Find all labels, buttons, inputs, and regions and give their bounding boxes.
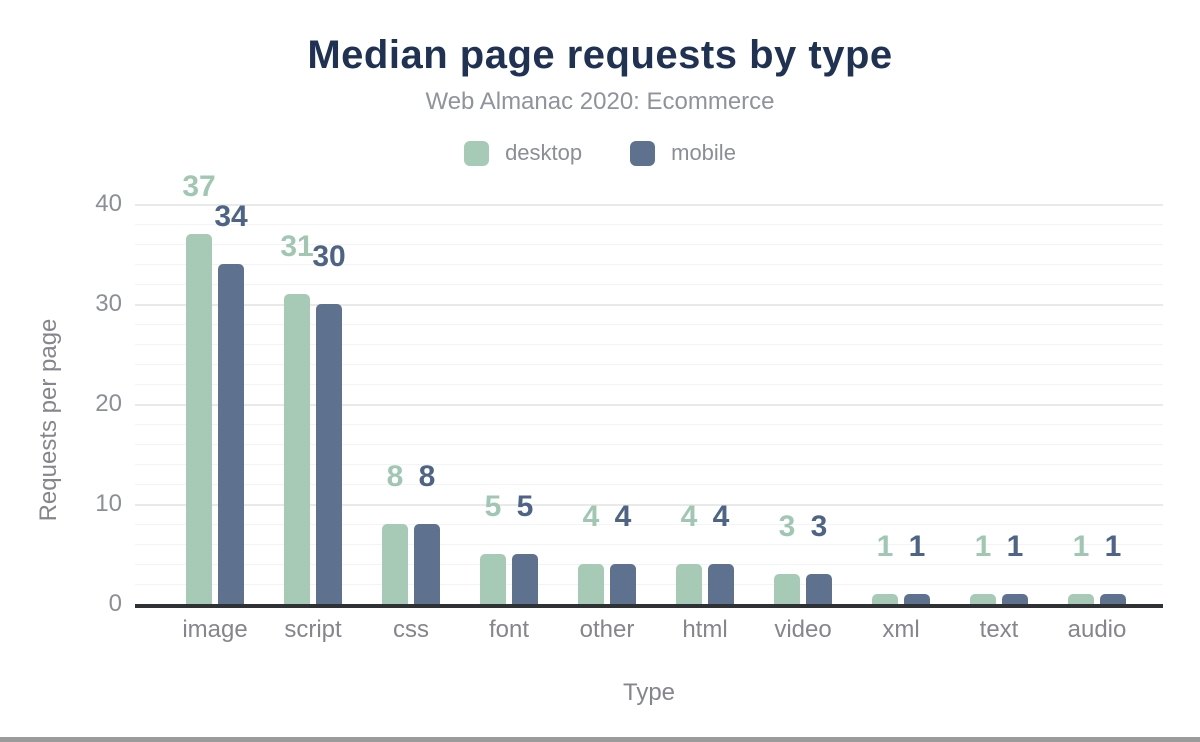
bar-mobile-css [414,524,440,604]
value-label-mobile-video: 3 [810,510,828,543]
x-tick-label-html: html [682,616,728,643]
gridline-minor [135,224,1163,225]
desktop-swatch-icon [464,140,490,166]
bar-desktop-image [186,234,212,604]
gridline-minor [135,344,1163,345]
gridline-minor [135,444,1163,445]
y-tick-label: 10 [95,490,122,517]
x-axis-line [135,604,1163,608]
x-tick-label-image: image [182,616,248,643]
value-label-desktop-script: 31 [280,230,314,263]
y-tick-label: 40 [95,190,122,217]
x-tick-label-text: text [979,616,1019,643]
value-label-mobile-script: 30 [312,240,346,273]
x-tick-label-other: other [579,616,635,643]
value-label-mobile-other: 4 [614,500,632,533]
gridline-major [135,404,1163,406]
value-label-desktop-video: 3 [778,510,796,543]
value-label-desktop-audio: 1 [1072,530,1090,563]
chart-subtitle: Web Almanac 2020: Ecommerce [425,88,775,115]
bar-mobile-video [806,574,832,604]
gridline-minor [135,324,1163,325]
bar-desktop-video [774,574,800,604]
y-tick-label: 0 [108,590,122,617]
bar-mobile-other [610,564,636,604]
gridline-minor [135,424,1163,425]
gridline-minor [135,524,1163,525]
value-label-desktop-css: 8 [386,460,404,493]
gridline-major [135,204,1163,206]
bar-mobile-html [708,564,734,604]
bar-mobile-audio [1100,594,1126,604]
value-label-mobile-css: 8 [418,460,436,493]
gridline-minor [135,264,1163,265]
value-label-mobile-font: 5 [516,490,534,523]
bar-desktop-text [970,594,996,604]
value-label-mobile-xml: 1 [908,530,926,563]
chart-title: Median page requests by type [307,33,893,77]
value-label-desktop-text: 1 [974,530,992,563]
x-tick-label-font: font [488,616,530,643]
gridline-minor [135,364,1163,365]
y-tick-label: 20 [95,390,122,417]
bar-mobile-script [316,304,342,604]
gridline-minor [135,564,1163,565]
bar-desktop-script [284,294,310,604]
value-label-mobile-text: 1 [1006,530,1024,563]
bar-desktop-font [480,554,506,604]
gridline-minor [135,484,1163,485]
bar-mobile-xml [904,594,930,604]
legend-item-desktop: desktop [464,140,582,166]
value-label-mobile-audio: 1 [1104,530,1122,563]
value-label-mobile-image: 34 [214,200,248,233]
gridline-minor [135,384,1163,385]
value-label-desktop-xml: 1 [876,530,894,563]
gridline-minor [135,544,1163,545]
bar-mobile-text [1002,594,1028,604]
legend: desktop mobile [0,140,1200,166]
x-tick-label-xml: xml [882,616,920,643]
gridline-minor [135,584,1163,585]
value-label-desktop-html: 4 [680,500,698,533]
legend-item-mobile: mobile [630,140,736,166]
gridline-major [135,304,1163,306]
gridline-minor [135,284,1163,285]
x-tick-label-video: video [774,616,832,643]
value-label-mobile-html: 4 [712,500,730,533]
value-label-desktop-image: 37 [182,170,216,203]
bar-desktop-html [676,564,702,604]
x-tick-label-audio: audio [1067,616,1127,643]
x-tick-label-script: script [284,616,342,643]
bar-mobile-font [512,554,538,604]
gridline-minor [135,464,1163,465]
figure-bottom-border [0,737,1200,742]
value-label-desktop-other: 4 [582,500,600,533]
x-axis-title: Type [622,679,676,706]
gridline-major [135,504,1163,506]
bar-desktop-other [578,564,604,604]
bar-desktop-css [382,524,408,604]
y-tick-label: 30 [95,290,122,317]
bar-desktop-audio [1068,594,1094,604]
bar-mobile-image [218,264,244,604]
gridline-minor [135,244,1163,245]
mobile-swatch-icon [630,140,656,166]
bar-desktop-xml [872,594,898,604]
value-label-desktop-font: 5 [484,490,502,523]
legend-label-mobile: mobile [671,140,736,165]
x-tick-label-css: css [393,616,429,643]
legend-label-desktop: desktop [505,140,583,165]
